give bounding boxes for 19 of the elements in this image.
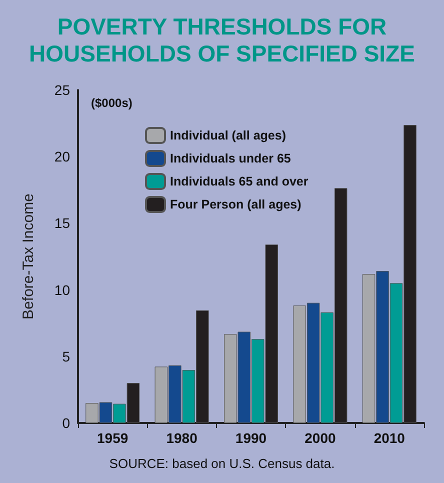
y-tick-label: 0 [62,415,70,431]
text: ($000s) [91,96,132,110]
y-axis-title: Before-Tax Income [20,194,37,320]
legend-label: Individuals under 65 [170,152,291,166]
source-note: SOURCE: based on U.S. Census data. [109,456,335,471]
y-tick-label: 25 [54,82,70,98]
x-tick-label: 2000 [304,430,336,446]
y-tick-label: 10 [54,282,70,298]
x-tick-label: 1959 [97,430,128,446]
x-tick-label: 2010 [374,430,406,446]
legend-label: Individual (all ages) [170,128,286,142]
x-tick-label: 1990 [235,430,267,446]
y-tick-label: 20 [54,148,70,165]
legend-label: Individuals 65 and over [170,174,308,188]
x-tick-label: 1980 [166,430,198,446]
y-tick-label: 15 [54,215,70,232]
legend-label: Four Person (all ages) [170,198,302,212]
chart-title: POVERTY THRESHOLDS FOR HOUSEHOLDS OF SPECIFIED SIZE [29,14,415,66]
y-tick-label: 5 [62,348,70,364]
